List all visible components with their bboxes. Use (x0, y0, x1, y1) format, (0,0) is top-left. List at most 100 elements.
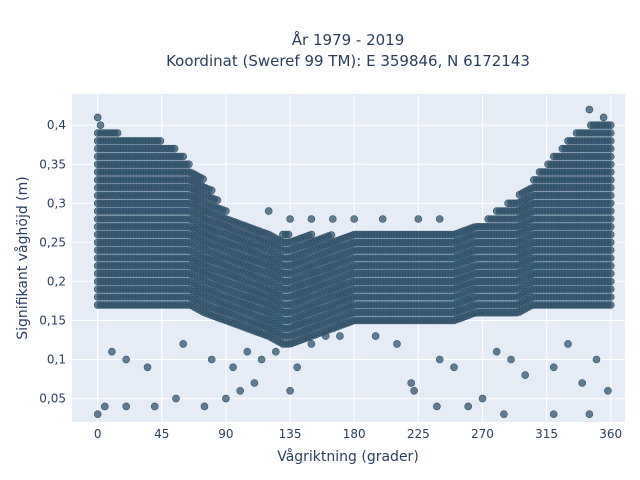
data-point (478, 394, 487, 403)
data-point (113, 129, 122, 137)
x-tick-label: 135 (279, 427, 302, 441)
data-point (578, 379, 587, 387)
data-point (293, 363, 302, 372)
data-point (450, 363, 458, 372)
data-point (307, 230, 316, 239)
data-point (606, 246, 615, 254)
data-point (101, 402, 109, 411)
data-point (307, 215, 316, 223)
data-point (93, 113, 102, 122)
data-point (435, 215, 444, 223)
data-point (585, 105, 594, 114)
x-tick-label: 90 (218, 427, 233, 441)
data-point (521, 371, 530, 379)
x-tick-label: 0 (94, 427, 102, 441)
data-point (606, 144, 615, 153)
data-point (150, 402, 159, 411)
data-point (207, 355, 216, 364)
x-tick-label: 270 (471, 427, 494, 441)
data-point (200, 402, 209, 411)
data-point (185, 160, 193, 169)
y-tick-label: 0,25 (39, 235, 66, 249)
data-point (229, 363, 237, 372)
data-point (410, 386, 418, 395)
data-point (264, 207, 273, 215)
data-point (492, 347, 501, 356)
data-point (606, 238, 615, 247)
data-point (199, 175, 207, 183)
data-point (179, 340, 187, 348)
data-point (606, 207, 615, 215)
data-point (549, 410, 558, 419)
y-tick-label: 0,3 (47, 196, 66, 210)
chart-subtitle: Koordinat (Sweref 99 TM): E 359846, N 61… (166, 52, 530, 70)
data-point (350, 215, 359, 223)
data-point (336, 332, 344, 340)
data-point (606, 277, 615, 286)
data-point (599, 113, 608, 122)
data-point (170, 144, 179, 153)
x-tick-label: 180 (343, 427, 366, 441)
data-point (271, 347, 280, 356)
data-point (606, 285, 615, 294)
data-point (286, 386, 294, 395)
data-point (606, 215, 615, 223)
x-tick-labels: 0 45 90 135 180 225 270 315 360 (94, 427, 622, 441)
x-axis-title: Vågriktning (grader) (277, 448, 419, 465)
data-point (407, 379, 416, 387)
data-point (284, 230, 293, 239)
data-point (327, 231, 336, 239)
data-point (464, 402, 473, 411)
data-point (606, 301, 615, 309)
data-point (236, 386, 244, 395)
data-point (378, 215, 387, 223)
data-point (122, 402, 130, 411)
data-point (592, 355, 601, 364)
data-point (143, 363, 152, 372)
data-point (606, 230, 615, 239)
data-point (606, 261, 615, 270)
data-points (93, 105, 615, 419)
x-tick-label: 360 (599, 427, 622, 441)
y-tick-label: 0,15 (39, 313, 66, 327)
data-point (393, 340, 401, 348)
data-point (222, 394, 230, 403)
x-tick-label: 45 (154, 427, 169, 441)
data-point (108, 347, 116, 356)
data-point (414, 215, 423, 223)
data-point (222, 207, 230, 215)
data-point (606, 152, 615, 161)
data-point (500, 410, 508, 419)
data-point (257, 355, 266, 364)
data-point (321, 332, 330, 340)
x-tick-label: 315 (535, 427, 558, 441)
data-point (507, 355, 515, 364)
data-point (243, 347, 252, 356)
data-point (606, 191, 615, 200)
data-point (606, 199, 615, 208)
data-point (122, 355, 130, 364)
y-tick-label: 0,35 (39, 157, 66, 171)
data-point (585, 410, 594, 419)
data-point (606, 137, 615, 145)
y-tick-label: 0,1 (47, 353, 66, 367)
y-tick-label: 0,4 (47, 118, 66, 132)
y-tick-label: 0,2 (47, 274, 66, 288)
data-point (433, 402, 441, 411)
data-point (606, 168, 615, 176)
data-point (172, 394, 180, 403)
data-point (606, 269, 615, 278)
data-point (93, 410, 102, 419)
data-point (606, 176, 615, 184)
y-axis-title: Signifikant våghöjd (m) (14, 176, 31, 339)
data-point (371, 332, 380, 340)
data-point (606, 183, 615, 192)
chart-title: År 1979 - 2019 (292, 30, 405, 49)
y-tick-labels: 0,05 0,1 0,15 0,2 0,25 0,3 0,35 0,4 (39, 118, 66, 405)
data-point (606, 223, 615, 231)
data-point (213, 196, 222, 204)
data-point (307, 340, 316, 348)
data-point (549, 363, 558, 372)
data-point (606, 160, 615, 169)
